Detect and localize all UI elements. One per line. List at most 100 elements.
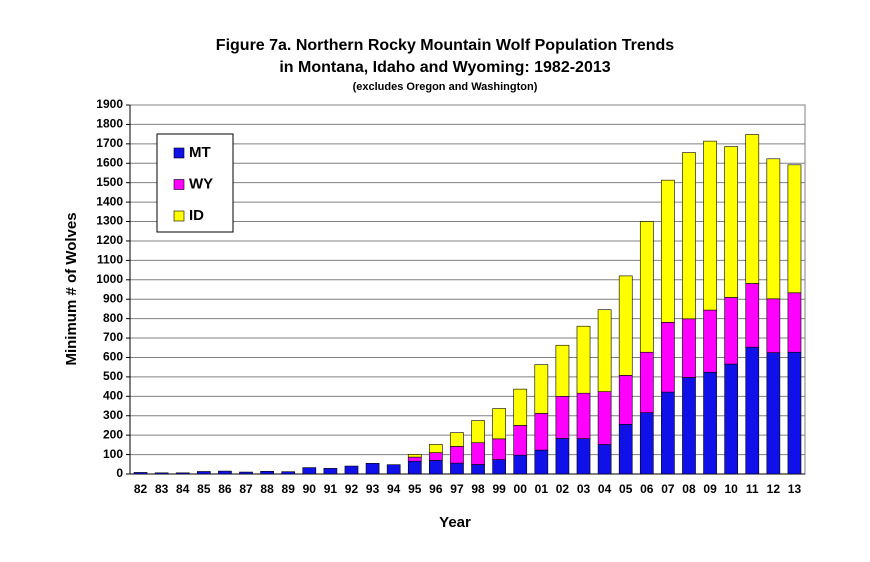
x-tick-label: 09 [703, 482, 717, 496]
x-tick-label: 00 [514, 482, 528, 496]
y-tick-label: 1800 [96, 117, 123, 131]
bar-segment [260, 470, 274, 475]
y-tick-label: 0 [116, 466, 123, 480]
bar-segment [429, 452, 443, 461]
x-tick-label: 06 [640, 482, 654, 496]
chart-note: (excludes Oregon and Washington) [353, 81, 538, 93]
chart-subtitle: in Montana, Idaho and Wyoming: 1982-2013 [279, 59, 610, 76]
x-tick-label: 12 [767, 482, 781, 496]
bar-segment [661, 391, 675, 475]
bar-segment [513, 425, 528, 456]
x-tick-label: 01 [535, 482, 549, 496]
bar-segment [766, 298, 781, 353]
y-tick-label: 1000 [96, 272, 123, 286]
y-tick-label: 1500 [96, 175, 123, 189]
x-tick-label: 10 [724, 482, 738, 496]
bar-segment [682, 152, 696, 320]
x-tick-label: 88 [260, 482, 274, 496]
x-tick-label: 99 [492, 482, 506, 496]
bar-segment [407, 460, 422, 475]
bar-segment [682, 318, 696, 378]
x-tick-label: 11 [746, 482, 759, 496]
bar-segment [492, 438, 506, 460]
bar-segment [429, 444, 443, 453]
bar-segment [239, 471, 253, 475]
x-tick-label: 86 [218, 482, 232, 496]
y-tick-label: 100 [103, 447, 123, 461]
x-tick-label: 04 [598, 482, 612, 496]
y-tick-label: 600 [103, 350, 123, 364]
x-tick-label: 94 [387, 482, 401, 496]
bar-segment [429, 460, 443, 475]
bar-segment [450, 432, 464, 447]
bar-segment [471, 442, 485, 465]
bar-segment [471, 464, 485, 475]
bar-segment [766, 158, 781, 300]
bar-segment [175, 472, 190, 475]
x-tick-label: 97 [450, 482, 464, 496]
bar-segment [407, 456, 422, 462]
legend-box [156, 133, 234, 233]
bar-segment [724, 297, 739, 365]
legend-label: WY [189, 175, 213, 192]
bar-segment [154, 472, 169, 475]
x-tick-label: 84 [176, 482, 190, 496]
bar-segment [281, 471, 296, 475]
y-tick-label: 800 [103, 311, 123, 325]
bar-segment [576, 325, 591, 394]
bar-segment [766, 352, 781, 475]
y-tick-label: 1300 [96, 214, 123, 228]
y-axis-label: Minimum # of Wolves [63, 212, 80, 365]
bar-segment [724, 363, 739, 475]
bar-segment [597, 391, 612, 445]
bar-segment [386, 464, 401, 475]
bar-segment [471, 420, 485, 444]
bar-segment [450, 462, 464, 475]
bar-segment [492, 408, 506, 440]
y-tick-label: 500 [103, 369, 123, 383]
bar-segment [703, 371, 717, 475]
bar-segment [344, 465, 359, 475]
x-tick-label: 07 [661, 482, 675, 496]
x-tick-label: 91 [324, 482, 338, 496]
chart-title: Figure 7a. Northern Rocky Mountain Wolf … [216, 37, 675, 54]
bar-segment [639, 351, 654, 413]
bar-segment [576, 438, 591, 475]
bar-segment [450, 446, 464, 464]
bar-segment [703, 140, 717, 311]
bar-segment [682, 377, 696, 475]
x-tick-label: 90 [303, 482, 317, 496]
x-tick-label: 93 [366, 482, 380, 496]
bar-segment [534, 449, 549, 475]
bar-segment [513, 454, 528, 475]
bar-segment [513, 388, 528, 426]
x-tick-label: 82 [134, 482, 148, 496]
x-tick-label: 87 [239, 482, 253, 496]
x-tick-label: 98 [471, 482, 485, 496]
legend-swatch [173, 179, 185, 190]
y-tick-label: 1200 [96, 233, 123, 247]
bar-segment [618, 275, 633, 376]
y-tick-label: 1100 [97, 253, 123, 267]
bar-segment [639, 412, 654, 475]
bar-segment [407, 454, 422, 458]
bar-segment [745, 346, 760, 475]
bar-segment [703, 309, 717, 373]
x-tick-label: 03 [577, 482, 591, 496]
bar-segment [534, 364, 549, 414]
x-tick-label: 96 [429, 482, 443, 496]
legend-label: ID [189, 207, 204, 224]
bar-segment [302, 467, 317, 475]
y-tick-label: 700 [103, 330, 123, 344]
bar-segment [492, 459, 506, 475]
x-tick-label: 95 [408, 482, 422, 496]
bar-segment [597, 309, 612, 392]
x-tick-label: 89 [282, 482, 296, 496]
y-tick-label: 1700 [96, 136, 123, 150]
y-tick-label: 400 [103, 388, 123, 402]
bar-segment [555, 344, 570, 397]
bar-segment [534, 413, 549, 451]
bar-segment [365, 463, 380, 475]
bar-segment [724, 146, 739, 298]
